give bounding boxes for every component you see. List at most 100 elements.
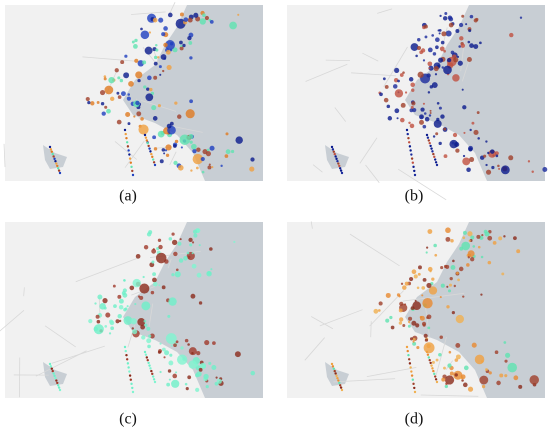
point — [163, 152, 166, 155]
point — [94, 302, 97, 305]
point — [177, 164, 184, 171]
point — [426, 353, 430, 356]
point — [477, 245, 481, 249]
point — [442, 16, 448, 21]
point — [157, 238, 162, 242]
point — [481, 384, 486, 389]
point — [429, 144, 432, 148]
point — [196, 371, 202, 377]
point — [410, 82, 415, 88]
point — [204, 15, 210, 21]
point — [487, 260, 492, 265]
point — [455, 343, 461, 348]
point — [405, 128, 409, 132]
point — [170, 344, 173, 347]
point — [143, 245, 149, 250]
point — [126, 362, 130, 365]
point — [455, 29, 460, 33]
point — [167, 12, 173, 18]
point — [50, 150, 54, 153]
point — [57, 169, 61, 172]
point — [116, 91, 120, 95]
point — [151, 372, 154, 376]
point — [104, 325, 108, 328]
point — [211, 365, 217, 370]
point — [435, 163, 439, 167]
point — [168, 360, 174, 366]
point — [159, 73, 162, 76]
point — [461, 241, 471, 251]
point — [145, 93, 154, 102]
point — [124, 349, 127, 353]
road — [461, 58, 471, 82]
point — [191, 351, 194, 355]
point — [441, 31, 447, 37]
road — [312, 164, 323, 173]
point — [461, 14, 465, 18]
point — [418, 265, 422, 270]
point — [130, 382, 133, 386]
point — [191, 252, 194, 255]
point — [379, 92, 383, 97]
point — [117, 294, 122, 299]
point — [338, 167, 342, 170]
point — [171, 273, 175, 277]
point — [378, 309, 381, 312]
point — [440, 283, 445, 288]
point — [419, 50, 424, 55]
point — [157, 104, 161, 108]
point — [428, 358, 431, 362]
point — [458, 22, 464, 28]
point — [331, 365, 335, 368]
point — [171, 239, 178, 246]
point — [188, 41, 193, 45]
road — [370, 321, 372, 338]
point — [145, 356, 149, 359]
point — [467, 386, 474, 392]
point — [407, 324, 411, 328]
point — [176, 354, 188, 365]
point — [417, 38, 421, 42]
point — [168, 237, 173, 241]
point — [140, 324, 146, 330]
point — [109, 319, 114, 324]
point — [195, 387, 200, 392]
point — [455, 314, 465, 324]
point — [148, 334, 152, 338]
point — [167, 314, 171, 318]
point — [144, 323, 148, 327]
point — [137, 78, 141, 83]
point — [230, 149, 235, 154]
caption: (d) — [405, 411, 424, 428]
point — [488, 371, 492, 375]
point — [152, 135, 157, 140]
point — [417, 272, 421, 276]
point — [143, 319, 147, 323]
point — [412, 301, 422, 310]
point — [146, 141, 149, 145]
point — [131, 169, 134, 173]
point — [435, 380, 439, 384]
point — [468, 147, 473, 152]
point — [431, 277, 435, 281]
road — [75, 257, 139, 283]
point — [184, 338, 189, 343]
point — [407, 358, 411, 361]
point — [140, 30, 150, 40]
road — [365, 164, 380, 183]
point — [426, 316, 429, 319]
point — [237, 13, 240, 16]
point — [125, 358, 129, 361]
point — [467, 231, 473, 237]
point — [220, 164, 223, 167]
point — [93, 324, 104, 335]
point — [433, 155, 436, 159]
point — [498, 167, 501, 170]
point — [421, 286, 426, 290]
point — [503, 235, 506, 238]
point — [119, 78, 124, 83]
point — [460, 43, 466, 48]
point — [127, 149, 130, 152]
point — [420, 107, 425, 112]
point — [187, 17, 193, 23]
